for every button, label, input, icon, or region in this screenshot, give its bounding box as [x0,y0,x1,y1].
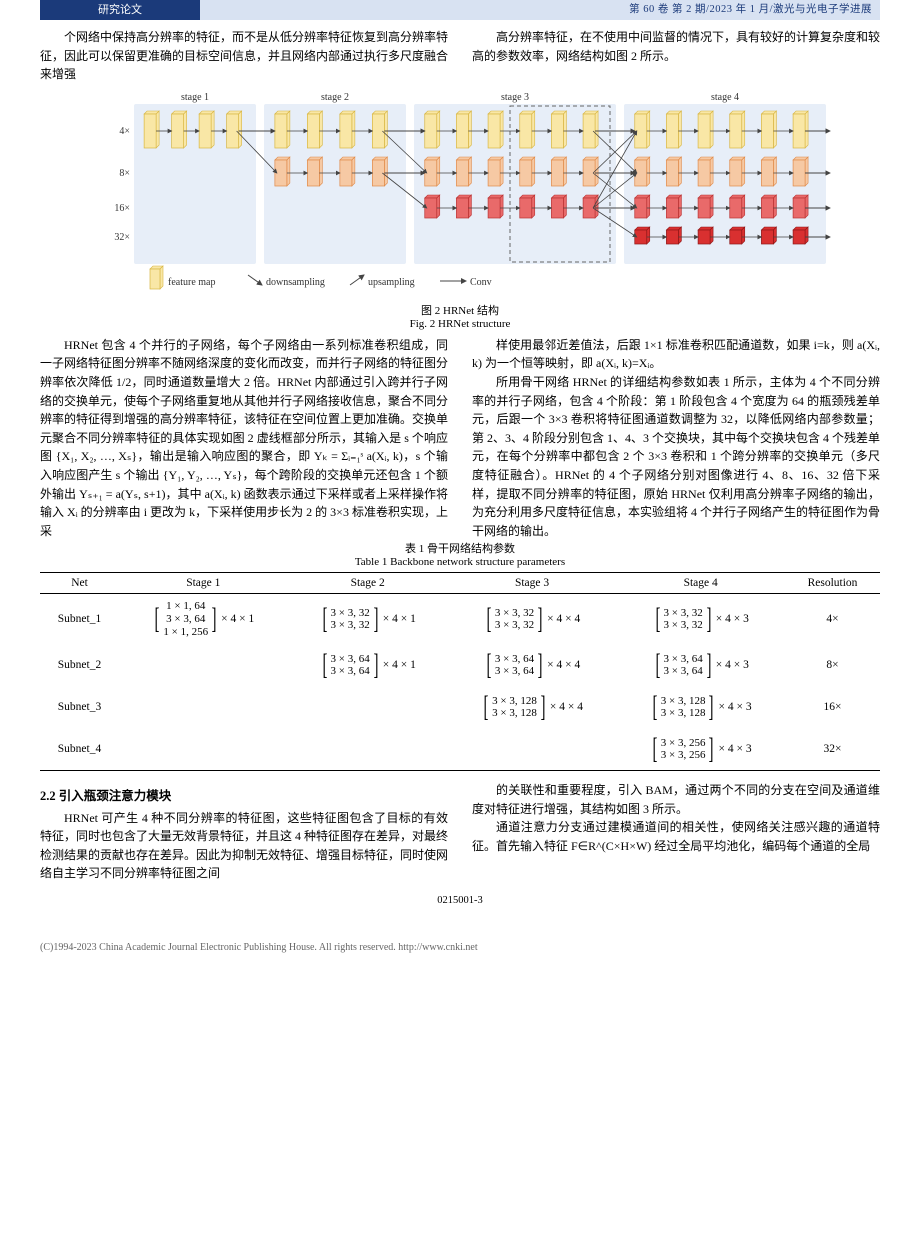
table1-caption-en: Table 1 Backbone network structure param… [40,556,880,568]
svg-text:32×: 32× [114,232,130,243]
svg-text:stage 3: stage 3 [501,92,529,103]
header-bar: 研究论文 第 60 卷 第 2 期/2023 年 1 月/激光与光电子学进展 [40,0,880,20]
svg-text:downsampling: downsampling [266,277,325,288]
figure-2: stage 1 stage 2 stage 3 stage 4 4× 8× 16× 32× f… [40,90,880,330]
fig2-caption-en: Fig. 2 HRNet structure [40,318,880,330]
header-issue: 第 60 卷 第 2 期/2023 年 1 月/激光与光电子学进展 [200,0,880,20]
intro-right: 高分辨率特征，在不使用中间监督的情况下，具有较好的计算复杂度和较高的参数效率，网… [472,28,880,65]
svg-text:16×: 16× [114,203,130,214]
svg-text:feature map: feature map [168,277,215,288]
fig2-caption-cn: 图 2 HRNet 结构 [40,302,880,318]
footer: (C)1994-2023 China Academic Journal Elec… [0,936,920,963]
table-header: Stage 3 [448,573,617,594]
table-1: NetStage 1Stage 2Stage 3Stage 4Resolutio… [40,572,880,771]
body-left: HRNet 包含 4 个并行的子网络，每个子网络由一系列标准卷积组成，同一子网络… [40,336,448,541]
page-number: 0215001-3 [40,895,880,906]
table-header: Stage 1 [119,573,288,594]
intro-left: 个网络中保持高分辨率的特征，而不是从低分辨率特征恢复到高分辨率特征，因此可以保留… [40,28,448,84]
intro-text: 个网络中保持高分辨率的特征，而不是从低分辨率特征恢复到高分辨率特征，因此可以保留… [40,28,880,84]
sec22: 2.2 引入瓶颈注意力模块 HRNet 可产生 4 种不同分辨率的特征图，这些特… [40,781,880,883]
table-header: Resolution [785,573,880,594]
svg-text:8×: 8× [119,168,130,179]
sec22-p2a: 的关联性和重要程度，引入 BAM，通过两个不同的分支在空间及通道维度对特征进行增… [472,781,880,818]
table-row: Subnet_1[1 × 1, 643 × 3, 641 × 1, 256]× … [40,594,880,644]
sec22-p1: HRNet 可产生 4 种不同分辨率的特征图，这些特征图包含了目标的有效特征，同… [40,809,448,883]
svg-text:upsampling: upsampling [368,277,415,288]
table-row: Subnet_3[3 × 3, 1283 × 3, 128]× 4 × 4[3 … [40,686,880,728]
svg-text:4×: 4× [119,126,130,137]
svg-text:stage 2: stage 2 [321,92,349,103]
table-header: Net [40,573,119,594]
body-right-a: 样使用最邻近差值法，后跟 1×1 标准卷积匹配通道数，如果 i=k，则 a(Xᵢ… [472,336,880,373]
body-text: HRNet 包含 4 个并行的子网络，每个子网络由一系列标准卷积组成，同一子网络… [40,336,880,541]
table1-caption-cn: 表 1 骨干网络结构参数 [40,540,880,556]
header-category: 研究论文 [40,0,200,20]
table-row: Subnet_4[3 × 3, 2563 × 3, 256]× 4 × 332× [40,728,880,771]
body-right-b: 所用骨干网络 HRNet 的详细结构参数如表 1 所示，主体为 4 个不同分辨率… [472,373,880,540]
table-row: Subnet_2[3 × 3, 643 × 3, 64]× 4 × 1[3 × … [40,644,880,686]
table-header: Stage 4 [616,573,785,594]
svg-text:Conv: Conv [470,277,492,288]
sec22-p2b: 通道注意力分支通过建模通道间的相关性，使网络关注感兴趣的通道特征。首先输入特征 … [472,818,880,855]
hrnet-diagram: stage 1 stage 2 stage 3 stage 4 4× 8× 16× 32× f… [80,90,840,300]
svg-text:stage 1: stage 1 [181,92,209,103]
table-header: Stage 2 [288,573,448,594]
svg-text:stage 4: stage 4 [711,92,739,103]
sec22-title: 2.2 引入瓶颈注意力模块 [40,787,448,806]
